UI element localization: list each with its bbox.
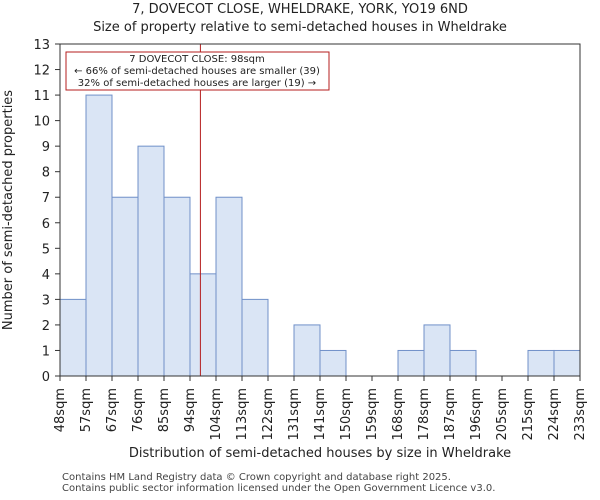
annotation-box: 7 DOVECOT CLOSE: 98sqm ← 66% of semi-det… bbox=[65, 51, 330, 91]
y-tick-label: 11 bbox=[33, 89, 50, 104]
bars-group bbox=[59, 94, 581, 377]
y-tick-label: 3 bbox=[42, 293, 50, 308]
bar-215sqm bbox=[527, 349, 555, 377]
y-tick-label: 13 bbox=[33, 38, 50, 53]
bar-224sqm bbox=[553, 349, 581, 377]
bar-113sqm bbox=[241, 298, 269, 377]
y-tick-label: 4 bbox=[42, 268, 50, 283]
y-tick-label: 1 bbox=[42, 344, 50, 359]
y-tick-label: 0 bbox=[42, 370, 50, 385]
axes-group bbox=[55, 43, 581, 381]
x-tick-label: 48sqm bbox=[53, 388, 68, 432]
x-tick-label: 150sqm bbox=[339, 388, 354, 441]
x-tick-label: 85sqm bbox=[157, 388, 172, 432]
y-tick-label: 6 bbox=[42, 217, 50, 232]
bar-85sqm bbox=[163, 196, 191, 377]
x-tick-label: 178sqm bbox=[417, 388, 432, 441]
x-tick-label: 187sqm bbox=[443, 388, 458, 441]
bar-94sqm bbox=[189, 273, 217, 377]
x-tick-label: 94sqm bbox=[183, 388, 198, 432]
x-tick-label: 104sqm bbox=[209, 388, 224, 441]
x-tick-label: 168sqm bbox=[391, 388, 406, 441]
x-tick-label: 76sqm bbox=[131, 388, 146, 432]
x-tick-label: 67sqm bbox=[105, 388, 120, 432]
x-tick-label: 57sqm bbox=[79, 388, 94, 432]
footer-licence: Contains public sector information licen… bbox=[62, 483, 496, 494]
y-tick-label: 5 bbox=[42, 242, 50, 257]
bar-168sqm bbox=[397, 349, 425, 377]
bar-57sqm bbox=[85, 94, 113, 377]
bar-104sqm bbox=[215, 196, 243, 377]
x-tick-label: 233sqm bbox=[573, 388, 588, 441]
chart-title-address: 7, DOVECOT CLOSE, WHELDRAKE, YORK, YO19 … bbox=[132, 2, 468, 17]
annotation-line-3: 32% of semi-detached houses are larger (… bbox=[78, 78, 316, 89]
x-tick-label: 159sqm bbox=[365, 388, 380, 441]
bar-178sqm bbox=[423, 324, 451, 377]
y-axis-label: Number of semi-detached properties bbox=[1, 90, 16, 330]
x-tick-label: 224sqm bbox=[547, 388, 562, 441]
bar-187sqm bbox=[449, 349, 477, 377]
x-tick-label: 131sqm bbox=[287, 388, 302, 441]
footer-copyright: Contains HM Land Registry data © Crown c… bbox=[62, 472, 451, 483]
bar-76sqm bbox=[137, 145, 165, 377]
y-tick-label: 8 bbox=[42, 166, 50, 181]
bar-141sqm bbox=[319, 349, 347, 377]
x-tick-label: 113sqm bbox=[235, 388, 250, 441]
x-axis-label: Distribution of semi-detached houses by … bbox=[129, 446, 511, 461]
bar-131sqm bbox=[293, 324, 321, 377]
y-tick-label: 7 bbox=[42, 191, 50, 206]
x-tick-labels: 48sqm 57sqm 67sqm 76sqm 85sqm 94sqm 104sqm 113s… bbox=[53, 388, 588, 441]
x-tick-label: 196sqm bbox=[469, 388, 484, 441]
x-tick-label: 122sqm bbox=[261, 388, 276, 441]
x-tick-label: 205sqm bbox=[495, 388, 510, 441]
bar-48sqm bbox=[59, 298, 87, 377]
x-tick-label: 215sqm bbox=[521, 388, 536, 441]
annotation-line-2: ← 66% of semi-detached houses are smalle… bbox=[74, 66, 320, 77]
y-tick-label: 10 bbox=[33, 115, 50, 130]
y-tick-label: 9 bbox=[42, 140, 50, 155]
chart-title: Size of property relative to semi-detach… bbox=[93, 20, 507, 35]
x-tick-label: 141sqm bbox=[313, 388, 328, 441]
annotation-line-1: 7 DOVECOT CLOSE: 98sqm bbox=[129, 54, 265, 65]
y-tick-label: 12 bbox=[33, 64, 50, 79]
y-tick-label: 2 bbox=[42, 319, 50, 334]
bar-67sqm bbox=[111, 196, 139, 377]
annotation-frame bbox=[65, 51, 330, 91]
